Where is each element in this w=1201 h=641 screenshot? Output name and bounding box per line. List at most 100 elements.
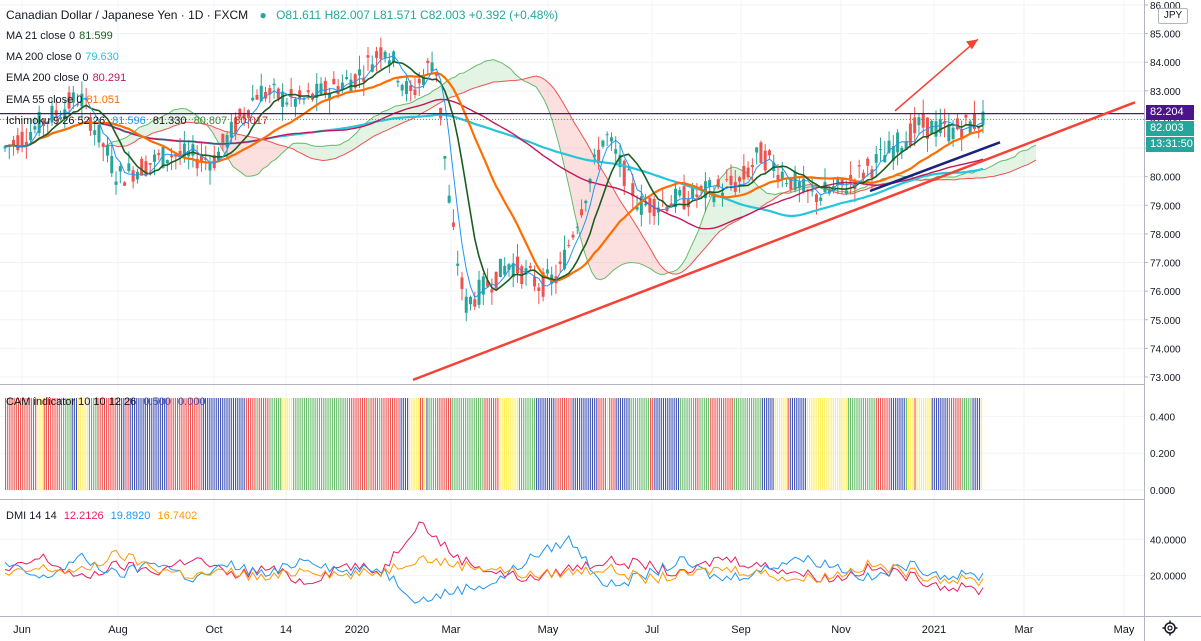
- candle-body: [165, 160, 169, 164]
- candle-body: [498, 258, 502, 277]
- cam-bar: [82, 398, 84, 490]
- cam-bar: [938, 398, 940, 490]
- cam-bar: [417, 398, 419, 490]
- cam-bar: [26, 398, 28, 490]
- cam-bar: [312, 398, 314, 490]
- cam-bar: [514, 398, 516, 490]
- legend-label: MA 200 close 0: [6, 51, 82, 63]
- legend-ma21[interactable]: MA 21 close 0 81.599: [6, 30, 113, 42]
- cam-bar: [121, 398, 123, 490]
- candle-body: [148, 163, 152, 165]
- cloud-segment: [258, 138, 263, 174]
- cam-bar: [84, 398, 86, 490]
- candle-body: [118, 166, 122, 172]
- candle-body: [866, 158, 870, 166]
- cloud-segment: [480, 61, 486, 86]
- cam-bar: [426, 398, 428, 490]
- cam-bar: [269, 398, 271, 490]
- candle-body: [306, 90, 310, 93]
- cloud-segment: [643, 236, 648, 268]
- cam-bar: [598, 398, 600, 490]
- cam-bar: [314, 398, 316, 490]
- cloud-segment: [305, 143, 310, 158]
- cloud-segment: [378, 111, 383, 135]
- legend-dmi[interactable]: DMI 14 14 12.2126 19.8920 16.7402: [6, 510, 197, 522]
- cam-bar: [935, 398, 938, 490]
- cloud-segment: [489, 59, 494, 84]
- cam-bar: [815, 398, 817, 490]
- cam-bar: [95, 398, 97, 490]
- cloud-segment: [160, 115, 165, 131]
- cam-bar: [310, 398, 312, 490]
- cloud-segment: [241, 135, 246, 177]
- cam-bar: [607, 398, 609, 490]
- cam-bar: [604, 398, 606, 490]
- candle-body: [797, 181, 801, 189]
- cloud-segment: [373, 115, 379, 137]
- cam-bar: [336, 398, 338, 490]
- candle-body: [443, 156, 447, 159]
- cam-bar: [785, 398, 787, 490]
- cloud-segment: [532, 76, 537, 88]
- cloud-segment: [156, 117, 161, 133]
- currency-label[interactable]: JPY: [1158, 8, 1188, 24]
- candle-body: [225, 135, 229, 148]
- grid-lines: [0, 0, 1144, 616]
- cam-bar: [523, 398, 525, 490]
- cloud-segment: [314, 146, 319, 160]
- cam-bar: [940, 398, 942, 490]
- candle-body: [674, 188, 678, 208]
- cam-bar: [329, 398, 331, 490]
- cam-bar: [166, 398, 168, 490]
- time-tick-label: Mar: [442, 624, 461, 636]
- cam-bar: [772, 398, 774, 490]
- cam-bar: [370, 398, 372, 490]
- cam-bar: [690, 398, 692, 490]
- cam-bar: [174, 398, 176, 490]
- candle-body: [580, 209, 584, 216]
- candle-body: [20, 131, 24, 146]
- cam-bar: [828, 398, 830, 490]
- legend-ema55[interactable]: EMA 55 close 0 81.051: [6, 94, 120, 106]
- last-price-badge: 82.003: [1146, 121, 1194, 136]
- cloud-segment: [275, 143, 281, 160]
- legend-cam[interactable]: CAM indicator 10 10 12 26 0.500 0.000: [6, 396, 205, 408]
- cam-bar: [824, 398, 826, 490]
- cam-bar: [295, 398, 297, 490]
- price-tick-label: 82.000: [1150, 115, 1181, 126]
- gear-icon[interactable]: [1162, 620, 1178, 636]
- cam-bar: [680, 398, 682, 490]
- cam-bar: [886, 398, 888, 490]
- cam-bar: [585, 398, 587, 490]
- cloud-segment: [352, 132, 357, 151]
- candle-body: [849, 175, 853, 182]
- candle-body: [221, 133, 225, 146]
- cloud-segment: [976, 169, 981, 179]
- candle-body: [571, 234, 575, 238]
- cam-bar: [634, 398, 637, 490]
- candle-body: [776, 174, 780, 181]
- candle-body: [204, 158, 208, 160]
- cam-bar: [544, 398, 546, 490]
- candle-body: [16, 135, 20, 151]
- cam-bar: [959, 398, 961, 490]
- cam-bar: [142, 398, 144, 490]
- candle-body: [323, 80, 327, 95]
- cam-bar: [776, 398, 778, 490]
- candle-body: [537, 287, 541, 291]
- cam-bar: [970, 398, 972, 490]
- legend-ma200[interactable]: MA 200 close 0 79.630: [6, 51, 119, 63]
- cam-bar: [847, 398, 849, 490]
- cam-bar: [475, 398, 477, 490]
- legend-ichimoku[interactable]: Ichimoku 9 26 52 26 81.596 81.330 80.807…: [6, 115, 268, 127]
- candle-body: [131, 170, 135, 182]
- time-tick-label: Aug: [108, 624, 128, 636]
- candle-body: [840, 178, 844, 185]
- cam-bar: [241, 398, 243, 490]
- candle-body: [251, 97, 255, 101]
- cam-bar: [308, 398, 310, 490]
- legend-ema200[interactable]: EMA 200 close 0 80.291: [6, 72, 126, 84]
- ema55-line: [4, 71, 984, 282]
- candle-body: [486, 280, 490, 287]
